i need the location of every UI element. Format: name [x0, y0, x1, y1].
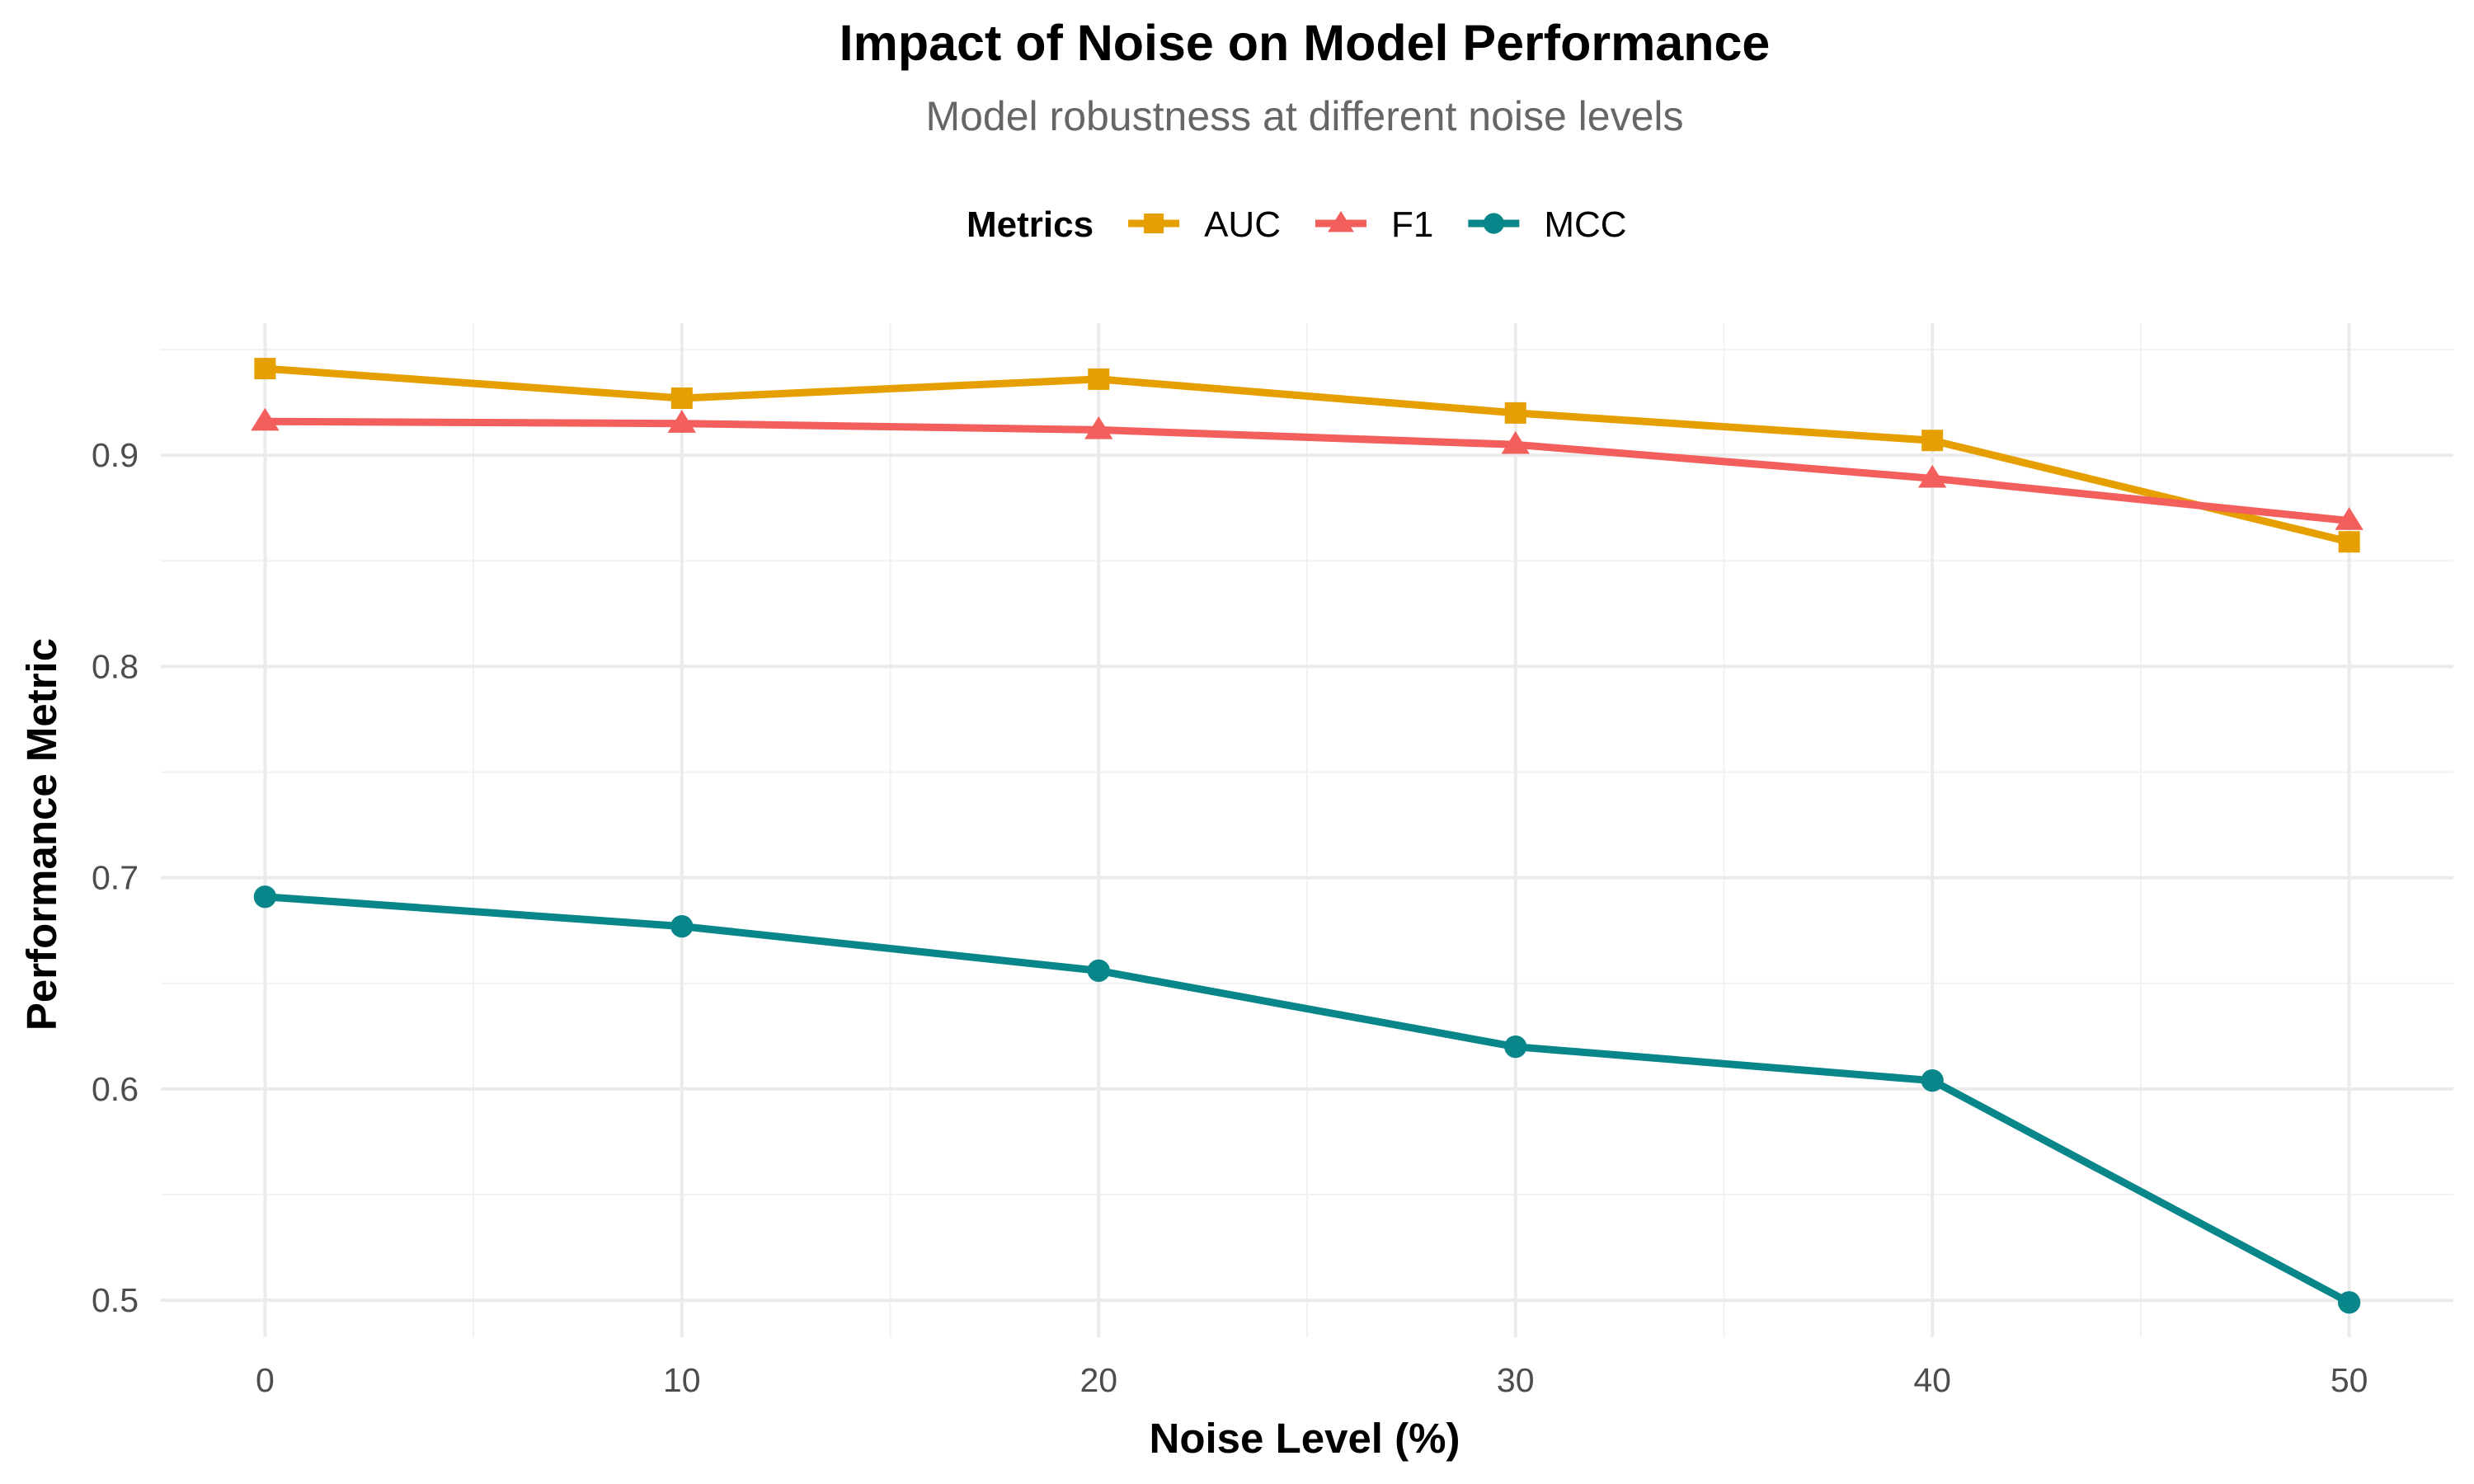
data-point-f1 — [251, 407, 280, 431]
x-tick-label: 20 — [1079, 1361, 1117, 1399]
series-f1 — [251, 407, 2363, 530]
legend-item-f1: F1 — [1315, 204, 1433, 245]
legend: Metrics AUC F1 MCC — [967, 204, 1627, 245]
data-point-auc — [1921, 430, 1944, 452]
x-tick-label: 50 — [2331, 1361, 2368, 1399]
legend-key-marker-auc — [1144, 214, 1164, 233]
x-tick-label: 10 — [663, 1361, 701, 1399]
data-point-f1 — [1084, 416, 1113, 439]
x-tick-label: 30 — [1497, 1361, 1535, 1399]
chart-title: Impact of Noise on Model Performance — [840, 15, 1771, 71]
data-point-auc — [1088, 368, 1110, 390]
y-tick-label: 0.9 — [92, 436, 139, 474]
y-tick-label: 0.7 — [92, 859, 139, 897]
plot-area — [161, 323, 2453, 1337]
legend-item-auc: AUC — [1128, 204, 1281, 245]
legend-item-mcc: MCC — [1468, 204, 1627, 245]
series-line-auc — [265, 364, 2350, 546]
y-tick-label: 0.5 — [92, 1281, 139, 1319]
x-axis-title: Noise Level (%) — [1150, 1415, 1460, 1462]
data-point-mcc — [1921, 1069, 1944, 1092]
y-tick-label: 0.6 — [92, 1070, 139, 1108]
x-axis: 0 10 20 30 40 50 — [256, 1361, 2368, 1399]
data-point-f1 — [1917, 464, 1947, 488]
chart-subtitle: Model robustness at different noise leve… — [925, 93, 1683, 139]
legend-label-auc: AUC — [1204, 204, 1281, 245]
data-point-f1 — [2335, 507, 2363, 530]
y-axis: 0.5 0.6 0.7 0.8 0.9 — [92, 436, 139, 1319]
legend-label-f1: F1 — [1391, 204, 1433, 245]
grid — [161, 323, 2453, 1337]
y-tick-label: 0.8 — [92, 647, 139, 685]
series-mcc — [253, 885, 2361, 1314]
series-line-mcc — [265, 893, 2351, 1306]
data-point-auc — [670, 387, 693, 409]
data-point-mcc — [253, 885, 277, 909]
legend-title: Metrics — [967, 204, 1094, 245]
y-axis-title: Performance Metric — [18, 638, 65, 1031]
data-point-f1 — [1501, 430, 1530, 454]
series-auc — [254, 358, 2360, 553]
x-tick-label: 40 — [1913, 1361, 1951, 1399]
data-point-mcc — [1087, 959, 1110, 983]
data-point-f1 — [667, 410, 697, 433]
data-point-auc — [2338, 531, 2360, 553]
legend-key-marker-f1 — [1328, 210, 1354, 232]
legend-label-mcc: MCC — [1544, 204, 1626, 245]
x-tick-label: 0 — [256, 1361, 275, 1399]
series-line-f1 — [265, 417, 2350, 525]
data-point-auc — [254, 358, 276, 380]
data-point-mcc — [1504, 1036, 1527, 1059]
data-point-auc — [1504, 402, 1526, 424]
data-point-mcc — [670, 914, 694, 938]
series-layer — [251, 358, 2363, 1314]
data-point-mcc — [2337, 1291, 2361, 1314]
legend-key-marker-mcc — [1483, 213, 1504, 234]
